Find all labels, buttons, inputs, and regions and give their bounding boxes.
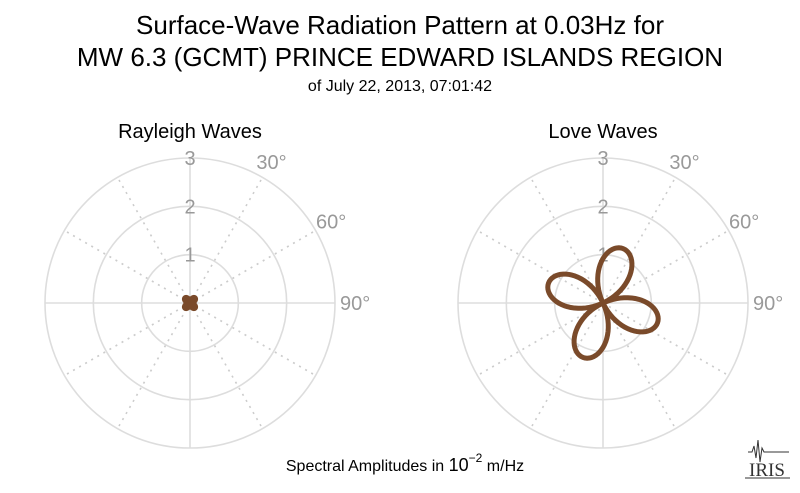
love-title: Love Waves [548, 121, 657, 143]
love-spoke-330 [529, 177, 604, 304]
rayleigh-spoke-30 [189, 177, 264, 304]
rayleigh-ring-2 [92, 205, 288, 401]
love-r-tick-3: 3 [597, 148, 608, 170]
rayleigh-ring-1 [140, 253, 240, 353]
love-spoke-30 [602, 177, 677, 304]
caption-exponent: −2 [469, 451, 483, 465]
love-ring-3 [457, 157, 749, 449]
love-spoke-210 [529, 302, 604, 429]
rayleigh-panel: Rayleigh Waves 1 2 3 30° 60° 90° [44, 121, 370, 449]
rayleigh-angle-label-60: 60° [316, 212, 346, 234]
rayleigh-angle-label-30: 30° [256, 152, 286, 174]
caption-unit: m/Hz [482, 458, 524, 475]
love-spoke-240 [477, 302, 604, 377]
rayleigh-spoke-210 [116, 302, 191, 429]
love-spoke-120 [602, 302, 729, 377]
figure-title-line2: MW 6.3 (GCMT) PRINCE EDWARD ISLANDS REGI… [77, 42, 723, 72]
love-spoke-300 [477, 229, 604, 304]
love-pattern-curve [545, 245, 661, 361]
rayleigh-spoke-120 [189, 302, 316, 377]
figure-title-line1: Surface-Wave Radiation Pattern at 0.03Hz… [136, 10, 664, 40]
love-spoke-150 [602, 302, 677, 429]
amplitude-units-caption: Spectral Amplitudes in 10−2 m/Hz [286, 451, 524, 475]
love-r-tick-2: 2 [597, 196, 608, 218]
rayleigh-spoke-240 [64, 302, 191, 377]
rayleigh-angle-label-90: 90° [340, 293, 370, 315]
rayleigh-pattern-curve [181, 294, 199, 312]
love-angle-label-60: 60° [729, 212, 759, 234]
logo-text: IRIS [749, 460, 785, 481]
iris-logo: IRIS [745, 439, 790, 481]
rayleigh-title: Rayleigh Waves [118, 121, 262, 143]
love-spoke-60 [602, 229, 729, 304]
love-ring-2 [505, 205, 701, 401]
love-angle-label-90: 90° [753, 293, 783, 315]
caption-base: 10 [449, 455, 469, 475]
rayleigh-r-tick-1: 1 [184, 245, 195, 267]
rayleigh-spoke-150 [189, 302, 264, 429]
rayleigh-spoke-300 [64, 229, 191, 304]
rayleigh-r-tick-2: 2 [184, 196, 195, 218]
caption-prefix: Spectral Amplitudes in [286, 458, 449, 475]
rayleigh-spoke-60 [189, 229, 316, 304]
rayleigh-spoke-330 [116, 177, 191, 304]
rayleigh-ring-3 [44, 157, 336, 449]
rayleigh-r-tick-3: 3 [184, 148, 195, 170]
seismogram-icon [748, 439, 789, 463]
love-angle-label-30: 30° [669, 152, 699, 174]
figure-subtitle: of July 22, 2013, 07:01:42 [308, 78, 492, 95]
